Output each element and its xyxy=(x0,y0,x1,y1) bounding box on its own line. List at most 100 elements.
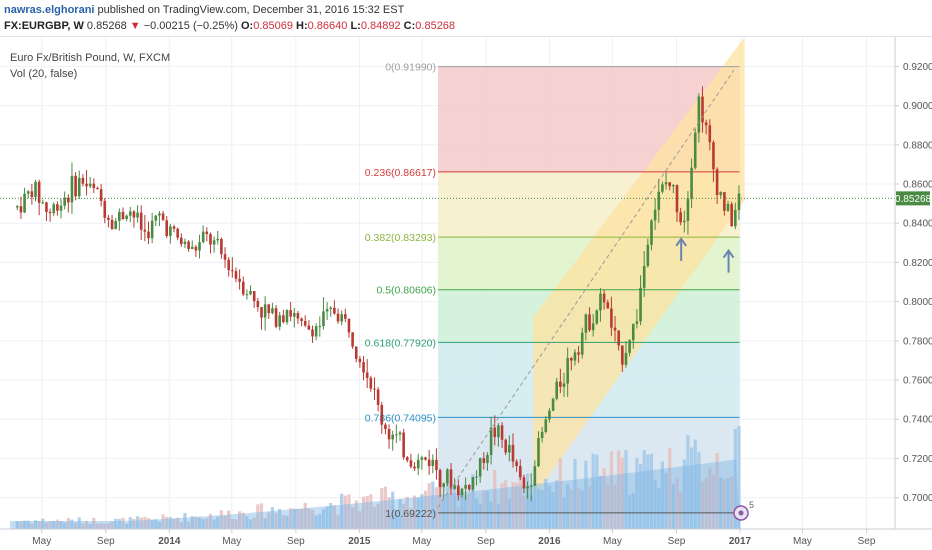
arrow-up-icon[interactable] xyxy=(722,248,735,273)
candle-body xyxy=(679,212,682,223)
volume-bar xyxy=(602,468,606,529)
candle-body xyxy=(712,142,715,170)
volume-bar xyxy=(179,522,183,529)
fib-label: 1(0.69222) xyxy=(385,508,436,520)
volume-bar xyxy=(77,517,81,529)
candle-body xyxy=(128,211,132,216)
volume-bar xyxy=(336,514,340,529)
badge[interactable]: 5 xyxy=(733,500,754,521)
volume-bar xyxy=(70,519,74,529)
volume-bar xyxy=(453,483,457,529)
candle-body xyxy=(734,209,737,227)
candle-body xyxy=(591,323,595,331)
volume-bar xyxy=(613,485,617,529)
volume-bar xyxy=(37,520,41,529)
trend-line-segment[interactable] xyxy=(437,70,735,508)
candle-body xyxy=(351,332,354,347)
volume-bars xyxy=(10,426,741,529)
candle-body xyxy=(172,226,176,229)
candle-body xyxy=(88,183,92,187)
fib-label: 0.786(0.74095) xyxy=(365,412,436,424)
candle-body xyxy=(621,345,624,365)
volume-bar xyxy=(263,518,267,529)
volume-bar xyxy=(201,519,205,529)
volume-bar xyxy=(128,517,132,529)
candle-body xyxy=(48,212,52,214)
candle-body xyxy=(675,185,679,213)
candle-body xyxy=(537,438,540,467)
candle-body xyxy=(190,246,194,250)
time-axis[interactable]: May Sep 2014 May Sep 2015 May Sep 2016 May Sep 2017… xyxy=(0,528,932,547)
volume-bar xyxy=(463,495,468,529)
volume-bar xyxy=(653,479,657,529)
candle-body xyxy=(307,325,311,330)
candle-body xyxy=(132,211,136,218)
volume-bar xyxy=(270,507,275,529)
price-channel[interactable] xyxy=(533,37,745,498)
candle-body xyxy=(387,428,391,440)
candle-body xyxy=(300,318,303,321)
candle-body xyxy=(183,241,187,245)
volume-bar xyxy=(106,523,111,529)
candle-body xyxy=(672,185,675,187)
x-tick-label: May xyxy=(222,536,241,547)
volume-bar xyxy=(223,515,227,529)
badge-dot-icon xyxy=(738,510,744,516)
volume-bar xyxy=(620,457,624,529)
volume-bar xyxy=(387,497,391,529)
candle-body xyxy=(730,204,733,227)
price-chart[interactable]: 0(0.91990) 0.236(0.86617) 0.382(0.83293) 0.… xyxy=(0,37,932,550)
candle-body xyxy=(154,215,158,221)
volume-bar xyxy=(533,483,537,529)
volume-bar xyxy=(332,505,336,529)
candle-body xyxy=(529,485,533,487)
author-link[interactable]: nawras.elghorani xyxy=(4,4,95,16)
volume-bar xyxy=(267,512,271,529)
candle-body xyxy=(686,198,690,221)
candle-body xyxy=(311,329,314,337)
candle-body xyxy=(30,191,34,197)
candle-body xyxy=(566,358,569,384)
arrow-annotations[interactable] xyxy=(675,237,735,273)
candle-body xyxy=(402,432,405,458)
trend-line[interactable] xyxy=(437,70,735,508)
candle-body xyxy=(420,457,424,460)
candle-body xyxy=(114,220,117,230)
volume-bar xyxy=(259,503,264,529)
volume-bar xyxy=(704,477,708,529)
volume-bar xyxy=(205,518,209,529)
volume-bar xyxy=(420,494,424,529)
candle-body xyxy=(333,307,336,314)
candle-body xyxy=(431,459,435,467)
candle-body xyxy=(362,362,365,373)
volume-bar xyxy=(402,504,406,529)
fib-label: 0.618(0.77920) xyxy=(365,337,436,349)
volume-bar xyxy=(92,517,96,529)
volume-bar xyxy=(186,521,191,529)
arrow-up-icon[interactable] xyxy=(675,237,687,261)
volume-bar xyxy=(482,490,486,529)
candle-body xyxy=(482,458,486,464)
candle-body xyxy=(631,323,635,341)
candle-body xyxy=(511,444,515,462)
candle-body xyxy=(158,213,161,216)
volume-bar xyxy=(33,520,38,529)
candle-body xyxy=(708,125,712,143)
volume-bar xyxy=(95,523,100,529)
channel-band[interactable] xyxy=(533,37,745,498)
volume-bar xyxy=(361,496,366,529)
candle-body xyxy=(198,242,201,251)
volume-bar xyxy=(227,510,231,529)
candle-body xyxy=(446,469,449,484)
candle-body xyxy=(475,476,478,478)
volume-bar xyxy=(660,461,665,529)
candle-body xyxy=(588,314,591,331)
volume-bar xyxy=(518,471,522,529)
volume-bar xyxy=(372,506,377,529)
fib-levels[interactable]: 0(0.91990) 0.236(0.86617) 0.382(0.83293) 0.… xyxy=(365,62,740,520)
volume-bar xyxy=(657,488,661,529)
